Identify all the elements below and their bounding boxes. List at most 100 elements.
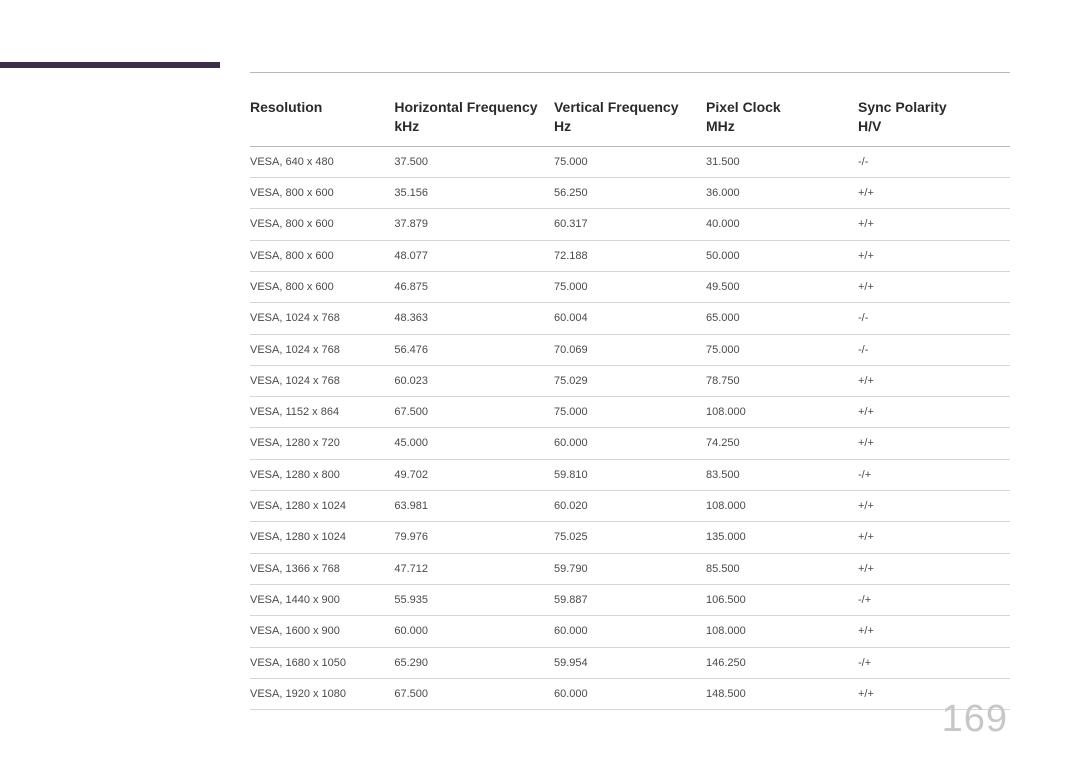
table-cell: +/+	[858, 271, 1010, 302]
table-cell: 65.000	[706, 303, 858, 334]
table-cell: 78.750	[706, 365, 858, 396]
page-number: 169	[942, 698, 1008, 741]
table-cell: -/+	[858, 584, 1010, 615]
table-row: VESA, 800 x 60048.07772.18850.000+/+	[250, 240, 1010, 271]
column-header-line2: Hz	[554, 117, 700, 136]
table-cell: 63.981	[394, 491, 554, 522]
table-cell: 48.077	[394, 240, 554, 271]
column-header: Sync PolarityH/V	[858, 94, 1010, 146]
table-cell: VESA, 1280 x 800	[250, 459, 394, 490]
timing-table: ResolutionHorizontal FrequencykHzVertica…	[250, 94, 1010, 710]
table-cell: +/+	[858, 365, 1010, 396]
table-cell: 59.810	[554, 459, 706, 490]
table-cell: VESA, 800 x 600	[250, 240, 394, 271]
table-cell: VESA, 1024 x 768	[250, 365, 394, 396]
table-cell: 60.000	[554, 428, 706, 459]
table-cell: +/+	[858, 428, 1010, 459]
table-cell: 36.000	[706, 178, 858, 209]
table-cell: 35.156	[394, 178, 554, 209]
column-header: Vertical FrequencyHz	[554, 94, 706, 146]
table-cell: 60.020	[554, 491, 706, 522]
table-body: VESA, 640 x 48037.50075.00031.500-/-VESA…	[250, 146, 1010, 709]
table-cell: 46.875	[394, 271, 554, 302]
table-cell: 146.250	[706, 647, 858, 678]
table-cell: +/+	[858, 491, 1010, 522]
table-cell: 75.000	[554, 146, 706, 177]
table-cell: +/+	[858, 209, 1010, 240]
table-cell: +/+	[858, 178, 1010, 209]
table-cell: 60.000	[554, 678, 706, 709]
table-cell: VESA, 1600 x 900	[250, 616, 394, 647]
table-row: VESA, 1280 x 72045.00060.00074.250+/+	[250, 428, 1010, 459]
table-cell: 79.976	[394, 522, 554, 553]
table-cell: VESA, 800 x 600	[250, 209, 394, 240]
table-cell: 135.000	[706, 522, 858, 553]
column-header-line1: Horizontal Frequency	[394, 98, 548, 117]
table-row: VESA, 1152 x 86467.50075.000108.000+/+	[250, 397, 1010, 428]
table-row: VESA, 800 x 60046.87575.00049.500+/+	[250, 271, 1010, 302]
table-cell: 50.000	[706, 240, 858, 271]
table-cell: 106.500	[706, 584, 858, 615]
top-rule	[250, 72, 1010, 73]
table-cell: -/-	[858, 334, 1010, 365]
column-header-line2: kHz	[394, 117, 548, 136]
table-cell: 65.290	[394, 647, 554, 678]
table-cell: 49.702	[394, 459, 554, 490]
table-row: VESA, 1024 x 76860.02375.02978.750+/+	[250, 365, 1010, 396]
table-cell: 75.029	[554, 365, 706, 396]
table-cell: +/+	[858, 522, 1010, 553]
table-cell: VESA, 1280 x 720	[250, 428, 394, 459]
table-cell: 31.500	[706, 146, 858, 177]
table-cell: 37.500	[394, 146, 554, 177]
table-cell: 85.500	[706, 553, 858, 584]
table-cell: 60.023	[394, 365, 554, 396]
table-cell: 75.025	[554, 522, 706, 553]
table-cell: VESA, 800 x 600	[250, 271, 394, 302]
column-header: Resolution	[250, 94, 394, 146]
table-cell: VESA, 1024 x 768	[250, 303, 394, 334]
table-cell: VESA, 1024 x 768	[250, 334, 394, 365]
table-cell: 75.000	[554, 397, 706, 428]
table-cell: VESA, 1152 x 864	[250, 397, 394, 428]
table-cell: 72.188	[554, 240, 706, 271]
table-row: VESA, 800 x 60037.87960.31740.000+/+	[250, 209, 1010, 240]
table-cell: 108.000	[706, 616, 858, 647]
table-cell: 37.879	[394, 209, 554, 240]
table-cell: 75.000	[706, 334, 858, 365]
table-cell: 59.790	[554, 553, 706, 584]
table-row: VESA, 1024 x 76848.36360.00465.000-/-	[250, 303, 1010, 334]
timing-table-wrap: ResolutionHorizontal FrequencykHzVertica…	[250, 94, 1010, 710]
table-cell: 75.000	[554, 271, 706, 302]
table-row: VESA, 1024 x 76856.47670.06975.000-/-	[250, 334, 1010, 365]
table-cell: 108.000	[706, 397, 858, 428]
document-page: ResolutionHorizontal FrequencykHzVertica…	[0, 0, 1080, 763]
table-row: VESA, 800 x 60035.15656.25036.000+/+	[250, 178, 1010, 209]
table-cell: 108.000	[706, 491, 858, 522]
table-cell: 60.317	[554, 209, 706, 240]
table-cell: VESA, 1920 x 1080	[250, 678, 394, 709]
table-cell: +/+	[858, 397, 1010, 428]
table-cell: 45.000	[394, 428, 554, 459]
table-cell: 48.363	[394, 303, 554, 334]
table-cell: -/-	[858, 303, 1010, 334]
table-cell: +/+	[858, 616, 1010, 647]
table-cell: 67.500	[394, 678, 554, 709]
table-cell: 49.500	[706, 271, 858, 302]
table-cell: VESA, 1280 x 1024	[250, 491, 394, 522]
table-cell: -/+	[858, 459, 1010, 490]
table-cell: 47.712	[394, 553, 554, 584]
table-row: VESA, 1280 x 102463.98160.020108.000+/+	[250, 491, 1010, 522]
column-header-line1: Resolution	[250, 98, 388, 117]
table-cell: 148.500	[706, 678, 858, 709]
column-header-line1: Pixel Clock	[706, 98, 852, 117]
table-cell: 40.000	[706, 209, 858, 240]
table-cell: 74.250	[706, 428, 858, 459]
table-row: VESA, 1366 x 76847.71259.79085.500+/+	[250, 553, 1010, 584]
table-cell: VESA, 1280 x 1024	[250, 522, 394, 553]
column-header: Horizontal FrequencykHz	[394, 94, 554, 146]
table-cell: 67.500	[394, 397, 554, 428]
table-cell: 70.069	[554, 334, 706, 365]
column-header-line1: Vertical Frequency	[554, 98, 700, 117]
table-cell: 59.954	[554, 647, 706, 678]
table-row: VESA, 640 x 48037.50075.00031.500-/-	[250, 146, 1010, 177]
